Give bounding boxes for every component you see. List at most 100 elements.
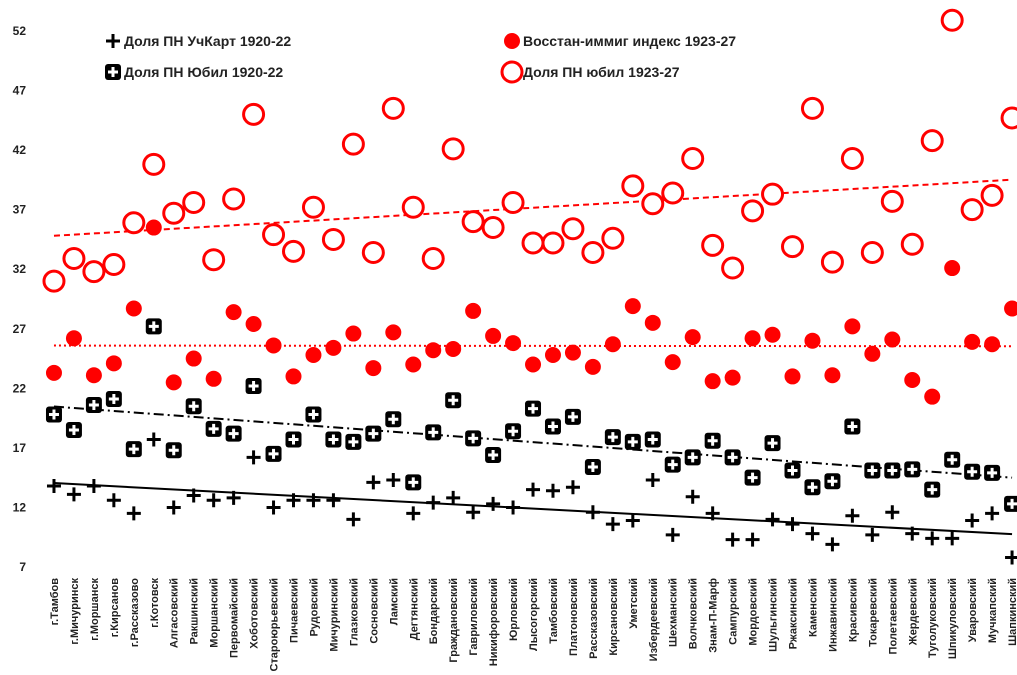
plus-shape bbox=[486, 496, 501, 511]
plus-shape bbox=[865, 527, 880, 542]
marker bbox=[744, 469, 761, 486]
ring-shape bbox=[501, 191, 525, 215]
marker bbox=[85, 367, 102, 384]
plus-shape bbox=[288, 434, 299, 445]
legend-item: Доля ПН УчКарт 1920-22 bbox=[106, 33, 291, 49]
marker bbox=[165, 442, 182, 459]
x-tick-label: Красивский bbox=[847, 578, 859, 642]
ring-shape bbox=[860, 241, 884, 265]
marker bbox=[445, 392, 462, 409]
trendline bbox=[53, 482, 1013, 536]
marker bbox=[62, 247, 86, 271]
y-tick-label: 47 bbox=[13, 84, 27, 98]
marker bbox=[544, 418, 561, 435]
ring-shape bbox=[761, 182, 785, 206]
marker bbox=[505, 423, 522, 440]
x-tick-label: Глазковский bbox=[348, 578, 360, 646]
marker bbox=[945, 531, 960, 546]
marker bbox=[621, 174, 645, 198]
plus-shape bbox=[246, 450, 261, 465]
plus-shape bbox=[845, 508, 860, 523]
ring-shape bbox=[461, 210, 485, 234]
marker bbox=[661, 181, 685, 205]
dot-shape bbox=[345, 325, 362, 342]
ring-shape bbox=[541, 231, 565, 255]
dot-shape bbox=[804, 332, 821, 349]
marker bbox=[361, 241, 385, 265]
marker bbox=[745, 532, 760, 547]
marker bbox=[405, 474, 422, 491]
marker bbox=[744, 330, 761, 347]
dot-shape bbox=[924, 388, 941, 405]
plus-shape bbox=[308, 409, 319, 420]
legend-label: Доля ПН Юбил 1920-22 bbox=[124, 64, 283, 80]
marker bbox=[505, 335, 522, 352]
dot-shape bbox=[764, 326, 781, 343]
marker bbox=[526, 482, 541, 497]
x-tick-label: Шульгинский bbox=[768, 578, 780, 652]
marker bbox=[146, 432, 161, 447]
dot-shape bbox=[485, 327, 502, 344]
x-tick-label: Уметский bbox=[628, 578, 640, 629]
marker bbox=[781, 235, 804, 259]
marker bbox=[265, 337, 282, 354]
marker bbox=[202, 248, 226, 272]
marker bbox=[565, 480, 580, 495]
x-tick-label: Никифоровский bbox=[488, 578, 500, 666]
dot-shape bbox=[105, 355, 122, 372]
plus-shape bbox=[266, 500, 281, 515]
marker bbox=[465, 302, 482, 319]
marker bbox=[186, 488, 201, 503]
plus-shape bbox=[747, 472, 758, 483]
marker bbox=[262, 223, 286, 247]
marker bbox=[381, 96, 405, 120]
marker bbox=[785, 517, 800, 532]
plus-shape bbox=[965, 513, 980, 528]
dot-shape bbox=[504, 33, 520, 49]
ring-shape bbox=[601, 226, 625, 250]
marker bbox=[964, 333, 981, 350]
marker bbox=[504, 33, 520, 49]
plus-shape bbox=[705, 506, 720, 521]
plus-shape bbox=[268, 448, 279, 459]
dot-shape bbox=[265, 337, 282, 354]
plus-shape bbox=[805, 526, 820, 541]
plus-shape bbox=[406, 506, 421, 521]
ring-shape bbox=[521, 231, 545, 255]
plus-shape bbox=[68, 425, 79, 436]
plus-shape bbox=[545, 483, 560, 498]
x-tick-label: Моршанский bbox=[209, 578, 221, 648]
ring-shape bbox=[42, 269, 66, 293]
marker bbox=[105, 391, 122, 408]
dot-shape bbox=[624, 298, 641, 315]
dot-shape bbox=[225, 304, 242, 321]
marker bbox=[461, 210, 485, 234]
x-tick-label: Алгасовский bbox=[169, 578, 181, 648]
dot-shape bbox=[325, 339, 342, 356]
ring-shape bbox=[421, 247, 445, 271]
x-tick-label: Волчковский bbox=[688, 578, 700, 649]
y-tick-label: 17 bbox=[13, 441, 27, 455]
x-tick-label: Сосновский bbox=[368, 578, 380, 644]
plus-shape bbox=[645, 473, 660, 488]
marker bbox=[406, 506, 421, 521]
plus-shape bbox=[927, 484, 938, 495]
marker bbox=[225, 304, 242, 321]
marker bbox=[446, 490, 461, 505]
plus-shape bbox=[885, 505, 900, 520]
marker bbox=[844, 318, 861, 335]
plus-shape bbox=[488, 450, 499, 461]
dot-shape bbox=[664, 354, 681, 371]
plus-shape bbox=[126, 506, 141, 521]
plus-shape bbox=[348, 436, 359, 447]
plus-shape bbox=[528, 403, 539, 414]
plus-shape bbox=[905, 526, 920, 541]
marker bbox=[182, 191, 206, 215]
marker bbox=[860, 241, 884, 265]
plus-shape bbox=[987, 467, 998, 478]
marker bbox=[685, 489, 700, 504]
x-tick-label: Токаревский bbox=[867, 578, 879, 647]
plus-shape bbox=[565, 480, 580, 495]
marker bbox=[980, 183, 1004, 207]
marker bbox=[500, 60, 524, 84]
